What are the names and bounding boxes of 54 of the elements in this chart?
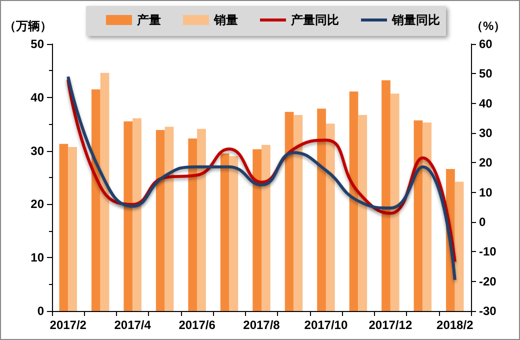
y-tick-label: 30 [30,144,44,158]
bar [91,89,100,311]
bar [390,94,400,311]
y2-tick-label: -20 [479,274,497,288]
bar [382,80,390,311]
bar [294,115,303,311]
y2-tick-label: -10 [479,244,497,259]
legend-label: 销量同比 [391,13,440,27]
y2-tick-label: 10 [479,185,493,200]
y-tick-label: 10 [30,250,44,265]
y2-tick-label: 0 [479,215,486,229]
bar [220,153,230,311]
x-tick-label: 2017/12 [368,318,412,332]
y2-tick-label: 30 [479,126,493,140]
y2-tick-label: 40 [479,96,493,110]
y2-tick-label: 20 [479,156,493,170]
bar [262,144,270,311]
bar [100,72,110,311]
legend-label: 销量 [213,13,238,27]
bar [124,121,133,311]
bar [197,128,206,311]
bar [317,108,326,311]
bar [132,118,142,311]
bar [326,124,335,311]
bar [59,144,68,311]
y2-tick-label: 60 [479,37,493,51]
y2-tick-label: 50 [479,66,493,81]
bar [414,120,423,311]
y-tick-label: 0 [37,304,44,318]
y-tick-label: 50 [30,37,44,51]
legend-label: 产量同比 [290,13,339,27]
bar [284,112,294,311]
bar [252,149,262,311]
x-tick-label: 2018/2 [436,318,474,332]
bar [454,182,464,311]
y-tick-label: 20 [30,197,44,212]
y-axis-title: （万辆） [4,19,52,33]
bar [422,122,432,311]
y-tick-label: 40 [30,90,44,104]
x-tick-label: 2017/6 [178,318,216,332]
y2-axis-title: （%） [471,19,506,33]
bar [188,138,198,311]
x-tick-label: 2017/8 [243,318,280,332]
y2-tick-label: -30 [479,304,497,318]
x-tick-label: 2017/2 [50,318,87,332]
bar [349,92,358,311]
legend-label: 产量 [136,13,161,27]
x-tick-label: 2017/4 [114,318,152,332]
bar [68,147,77,311]
bar [229,156,238,311]
bar [164,126,174,311]
x-tick-label: 2017/10 [304,318,348,332]
bar [156,130,165,311]
bar [358,115,368,311]
